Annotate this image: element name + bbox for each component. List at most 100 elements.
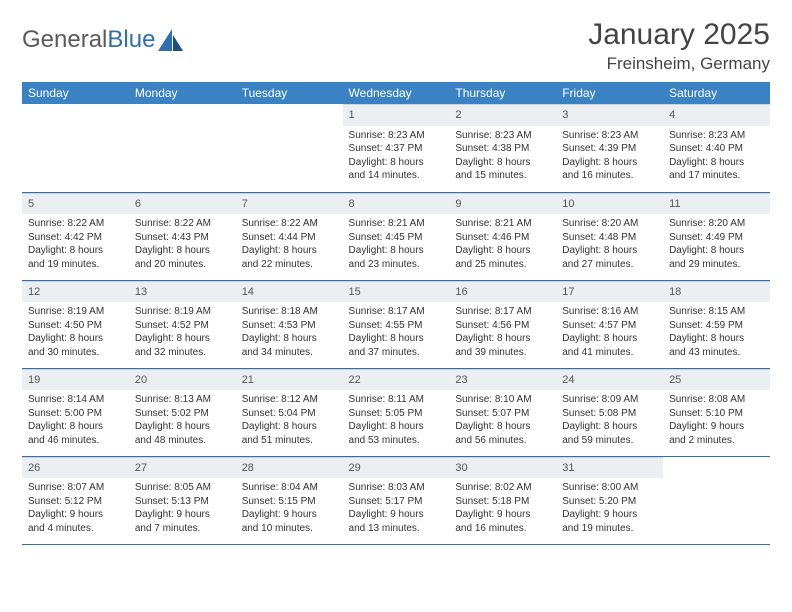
day-sunrise: Sunrise: 8:22 AM bbox=[242, 217, 337, 231]
calendar-day-cell: 14Sunrise: 8:18 AMSunset: 4:53 PMDayligh… bbox=[236, 280, 343, 368]
day-body: Sunrise: 8:10 AMSunset: 5:07 PMDaylight:… bbox=[449, 390, 556, 452]
day-body: Sunrise: 8:09 AMSunset: 5:08 PMDaylight:… bbox=[556, 390, 663, 452]
day-number: 4 bbox=[663, 104, 770, 126]
day-sunrise: Sunrise: 8:19 AM bbox=[135, 305, 230, 319]
page-title: January 2025 bbox=[588, 18, 770, 52]
day-daylight-line2: and 27 minutes. bbox=[562, 258, 657, 272]
calendar-day-cell bbox=[22, 104, 129, 192]
day-sunrise: Sunrise: 8:04 AM bbox=[242, 481, 337, 495]
day-daylight-line2: and 46 minutes. bbox=[28, 434, 123, 448]
day-daylight-line2: and 16 minutes. bbox=[455, 522, 550, 536]
day-number: 29 bbox=[343, 457, 450, 479]
calendar-header-row: SundayMondayTuesdayWednesdayThursdayFrid… bbox=[22, 82, 770, 104]
day-sunrise: Sunrise: 8:22 AM bbox=[28, 217, 123, 231]
calendar-day-cell: 26Sunrise: 8:07 AMSunset: 5:12 PMDayligh… bbox=[22, 456, 129, 544]
day-sunrise: Sunrise: 8:07 AM bbox=[28, 481, 123, 495]
day-sunset: Sunset: 4:57 PM bbox=[562, 319, 657, 333]
day-sunrise: Sunrise: 8:10 AM bbox=[455, 393, 550, 407]
day-sunrise: Sunrise: 8:23 AM bbox=[455, 129, 550, 143]
day-sunrise: Sunrise: 8:23 AM bbox=[349, 129, 444, 143]
day-number: 31 bbox=[556, 457, 663, 479]
calendar-day-cell: 19Sunrise: 8:14 AMSunset: 5:00 PMDayligh… bbox=[22, 368, 129, 456]
day-number: 14 bbox=[236, 281, 343, 303]
calendar-day-cell: 30Sunrise: 8:02 AMSunset: 5:18 PMDayligh… bbox=[449, 456, 556, 544]
day-sunset: Sunset: 5:12 PM bbox=[28, 495, 123, 509]
day-sunrise: Sunrise: 8:18 AM bbox=[242, 305, 337, 319]
day-body: Sunrise: 8:20 AMSunset: 4:48 PMDaylight:… bbox=[556, 214, 663, 276]
calendar-header-cell: Sunday bbox=[22, 82, 129, 104]
day-daylight-line1: Daylight: 9 hours bbox=[455, 508, 550, 522]
day-daylight-line2: and 16 minutes. bbox=[562, 169, 657, 183]
calendar-header-cell: Thursday bbox=[449, 82, 556, 104]
calendar-week-row: 1Sunrise: 8:23 AMSunset: 4:37 PMDaylight… bbox=[22, 104, 770, 192]
day-daylight-line2: and 39 minutes. bbox=[455, 346, 550, 360]
day-number: 16 bbox=[449, 281, 556, 303]
day-number: 6 bbox=[129, 193, 236, 215]
day-number: 20 bbox=[129, 369, 236, 391]
day-daylight-line2: and 32 minutes. bbox=[135, 346, 230, 360]
day-body: Sunrise: 8:23 AMSunset: 4:39 PMDaylight:… bbox=[556, 126, 663, 188]
day-sunrise: Sunrise: 8:21 AM bbox=[349, 217, 444, 231]
day-daylight-line2: and 34 minutes. bbox=[242, 346, 337, 360]
day-body: Sunrise: 8:22 AMSunset: 4:42 PMDaylight:… bbox=[22, 214, 129, 276]
day-sunset: Sunset: 5:08 PM bbox=[562, 407, 657, 421]
page-header: GeneralBlue January 2025 Freinsheim, Ger… bbox=[22, 18, 770, 74]
day-daylight-line2: and 37 minutes. bbox=[349, 346, 444, 360]
calendar-day-cell: 1Sunrise: 8:23 AMSunset: 4:37 PMDaylight… bbox=[343, 104, 450, 192]
day-daylight-line1: Daylight: 8 hours bbox=[669, 332, 764, 346]
day-sunset: Sunset: 4:49 PM bbox=[669, 231, 764, 245]
day-daylight-line1: Daylight: 8 hours bbox=[242, 332, 337, 346]
day-body: Sunrise: 8:16 AMSunset: 4:57 PMDaylight:… bbox=[556, 302, 663, 364]
day-sunset: Sunset: 4:45 PM bbox=[349, 231, 444, 245]
day-sunrise: Sunrise: 8:05 AM bbox=[135, 481, 230, 495]
day-body: Sunrise: 8:22 AMSunset: 4:44 PMDaylight:… bbox=[236, 214, 343, 276]
calendar-day-cell: 8Sunrise: 8:21 AMSunset: 4:45 PMDaylight… bbox=[343, 192, 450, 280]
calendar-day-cell bbox=[129, 104, 236, 192]
day-number: 23 bbox=[449, 369, 556, 391]
day-sunrise: Sunrise: 8:00 AM bbox=[562, 481, 657, 495]
day-sunset: Sunset: 5:18 PM bbox=[455, 495, 550, 509]
calendar-header-cell: Tuesday bbox=[236, 82, 343, 104]
calendar-day-cell: 7Sunrise: 8:22 AMSunset: 4:44 PMDaylight… bbox=[236, 192, 343, 280]
day-body: Sunrise: 8:17 AMSunset: 4:56 PMDaylight:… bbox=[449, 302, 556, 364]
day-number: 25 bbox=[663, 369, 770, 391]
title-block: January 2025 Freinsheim, Germany bbox=[588, 18, 770, 74]
day-body: Sunrise: 8:18 AMSunset: 4:53 PMDaylight:… bbox=[236, 302, 343, 364]
day-sunrise: Sunrise: 8:15 AM bbox=[669, 305, 764, 319]
calendar-day-cell: 23Sunrise: 8:10 AMSunset: 5:07 PMDayligh… bbox=[449, 368, 556, 456]
day-sunrise: Sunrise: 8:17 AM bbox=[349, 305, 444, 319]
day-daylight-line1: Daylight: 8 hours bbox=[562, 156, 657, 170]
calendar-day-cell: 22Sunrise: 8:11 AMSunset: 5:05 PMDayligh… bbox=[343, 368, 450, 456]
day-daylight-line1: Daylight: 8 hours bbox=[349, 156, 444, 170]
day-daylight-line1: Daylight: 8 hours bbox=[349, 332, 444, 346]
calendar-header-cell: Wednesday bbox=[343, 82, 450, 104]
calendar-day-cell: 9Sunrise: 8:21 AMSunset: 4:46 PMDaylight… bbox=[449, 192, 556, 280]
day-sunrise: Sunrise: 8:03 AM bbox=[349, 481, 444, 495]
day-daylight-line1: Daylight: 8 hours bbox=[135, 244, 230, 258]
day-number: 15 bbox=[343, 281, 450, 303]
day-sunset: Sunset: 5:15 PM bbox=[242, 495, 337, 509]
calendar-day-cell: 10Sunrise: 8:20 AMSunset: 4:48 PMDayligh… bbox=[556, 192, 663, 280]
day-sunset: Sunset: 4:42 PM bbox=[28, 231, 123, 245]
day-body: Sunrise: 8:05 AMSunset: 5:13 PMDaylight:… bbox=[129, 478, 236, 540]
day-daylight-line2: and 7 minutes. bbox=[135, 522, 230, 536]
calendar-day-cell: 20Sunrise: 8:13 AMSunset: 5:02 PMDayligh… bbox=[129, 368, 236, 456]
day-sunrise: Sunrise: 8:23 AM bbox=[562, 129, 657, 143]
day-body: Sunrise: 8:22 AMSunset: 4:43 PMDaylight:… bbox=[129, 214, 236, 276]
calendar-day-cell: 15Sunrise: 8:17 AMSunset: 4:55 PMDayligh… bbox=[343, 280, 450, 368]
day-number: 30 bbox=[449, 457, 556, 479]
day-number: 22 bbox=[343, 369, 450, 391]
day-daylight-line1: Daylight: 9 hours bbox=[242, 508, 337, 522]
logo-sail-icon bbox=[158, 29, 184, 51]
day-sunrise: Sunrise: 8:20 AM bbox=[562, 217, 657, 231]
day-daylight-line2: and 29 minutes. bbox=[669, 258, 764, 272]
calendar-day-cell: 29Sunrise: 8:03 AMSunset: 5:17 PMDayligh… bbox=[343, 456, 450, 544]
day-daylight-line1: Daylight: 9 hours bbox=[562, 508, 657, 522]
day-sunset: Sunset: 4:46 PM bbox=[455, 231, 550, 245]
calendar-day-cell: 24Sunrise: 8:09 AMSunset: 5:08 PMDayligh… bbox=[556, 368, 663, 456]
day-daylight-line1: Daylight: 8 hours bbox=[562, 332, 657, 346]
calendar-body: 1Sunrise: 8:23 AMSunset: 4:37 PMDaylight… bbox=[22, 104, 770, 544]
day-number: 28 bbox=[236, 457, 343, 479]
day-body: Sunrise: 8:23 AMSunset: 4:37 PMDaylight:… bbox=[343, 126, 450, 188]
day-number: 11 bbox=[663, 193, 770, 215]
